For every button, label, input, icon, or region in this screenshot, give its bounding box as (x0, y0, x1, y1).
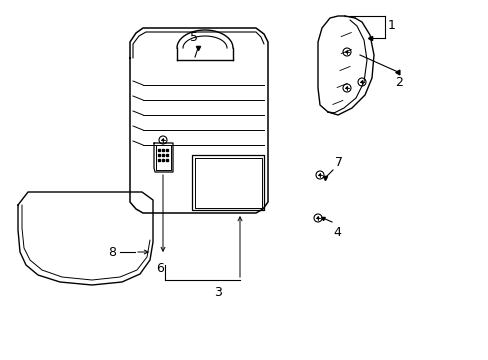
Text: 8: 8 (108, 246, 116, 258)
Text: 2: 2 (394, 76, 402, 89)
Circle shape (345, 87, 347, 89)
Text: 4: 4 (332, 225, 340, 239)
Text: 3: 3 (214, 285, 222, 298)
Circle shape (161, 139, 164, 141)
Text: 1: 1 (387, 18, 395, 32)
Text: 6: 6 (156, 261, 163, 275)
Circle shape (360, 81, 363, 84)
Text: 7: 7 (334, 156, 342, 168)
Text: 5: 5 (190, 31, 198, 44)
Circle shape (345, 51, 347, 53)
Circle shape (316, 217, 319, 219)
Circle shape (318, 174, 321, 176)
